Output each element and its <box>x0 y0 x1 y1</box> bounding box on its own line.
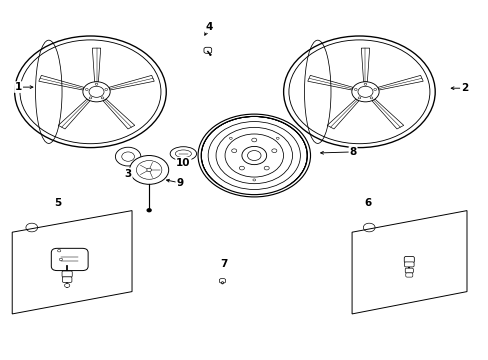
Circle shape <box>147 209 151 212</box>
Circle shape <box>239 166 244 170</box>
FancyBboxPatch shape <box>405 268 412 273</box>
FancyBboxPatch shape <box>219 279 225 283</box>
Circle shape <box>221 282 223 284</box>
FancyBboxPatch shape <box>51 248 88 271</box>
Circle shape <box>251 138 256 142</box>
FancyBboxPatch shape <box>405 273 412 277</box>
Circle shape <box>129 156 168 184</box>
Text: 7: 7 <box>220 258 227 269</box>
Circle shape <box>357 86 372 97</box>
Circle shape <box>264 166 269 170</box>
Circle shape <box>209 54 210 55</box>
Circle shape <box>115 147 141 166</box>
Circle shape <box>247 150 261 161</box>
Polygon shape <box>351 211 466 314</box>
Circle shape <box>146 168 151 172</box>
Text: 2: 2 <box>460 83 467 93</box>
Text: 5: 5 <box>54 198 61 208</box>
Circle shape <box>231 149 236 153</box>
Text: 3: 3 <box>124 168 131 179</box>
Text: 10: 10 <box>176 158 190 168</box>
Polygon shape <box>12 211 132 314</box>
Circle shape <box>64 284 70 287</box>
FancyBboxPatch shape <box>62 271 72 277</box>
Text: 6: 6 <box>364 198 371 208</box>
Circle shape <box>89 86 104 97</box>
Circle shape <box>271 149 276 153</box>
Ellipse shape <box>170 147 196 161</box>
FancyBboxPatch shape <box>62 277 72 282</box>
FancyBboxPatch shape <box>404 256 413 263</box>
Circle shape <box>351 82 378 102</box>
Text: 1: 1 <box>15 82 22 92</box>
Circle shape <box>242 147 266 165</box>
Text: 4: 4 <box>205 22 213 32</box>
FancyBboxPatch shape <box>404 262 413 267</box>
Text: 8: 8 <box>349 147 356 157</box>
Circle shape <box>82 82 110 102</box>
FancyBboxPatch shape <box>203 47 211 53</box>
Text: 9: 9 <box>176 178 183 188</box>
